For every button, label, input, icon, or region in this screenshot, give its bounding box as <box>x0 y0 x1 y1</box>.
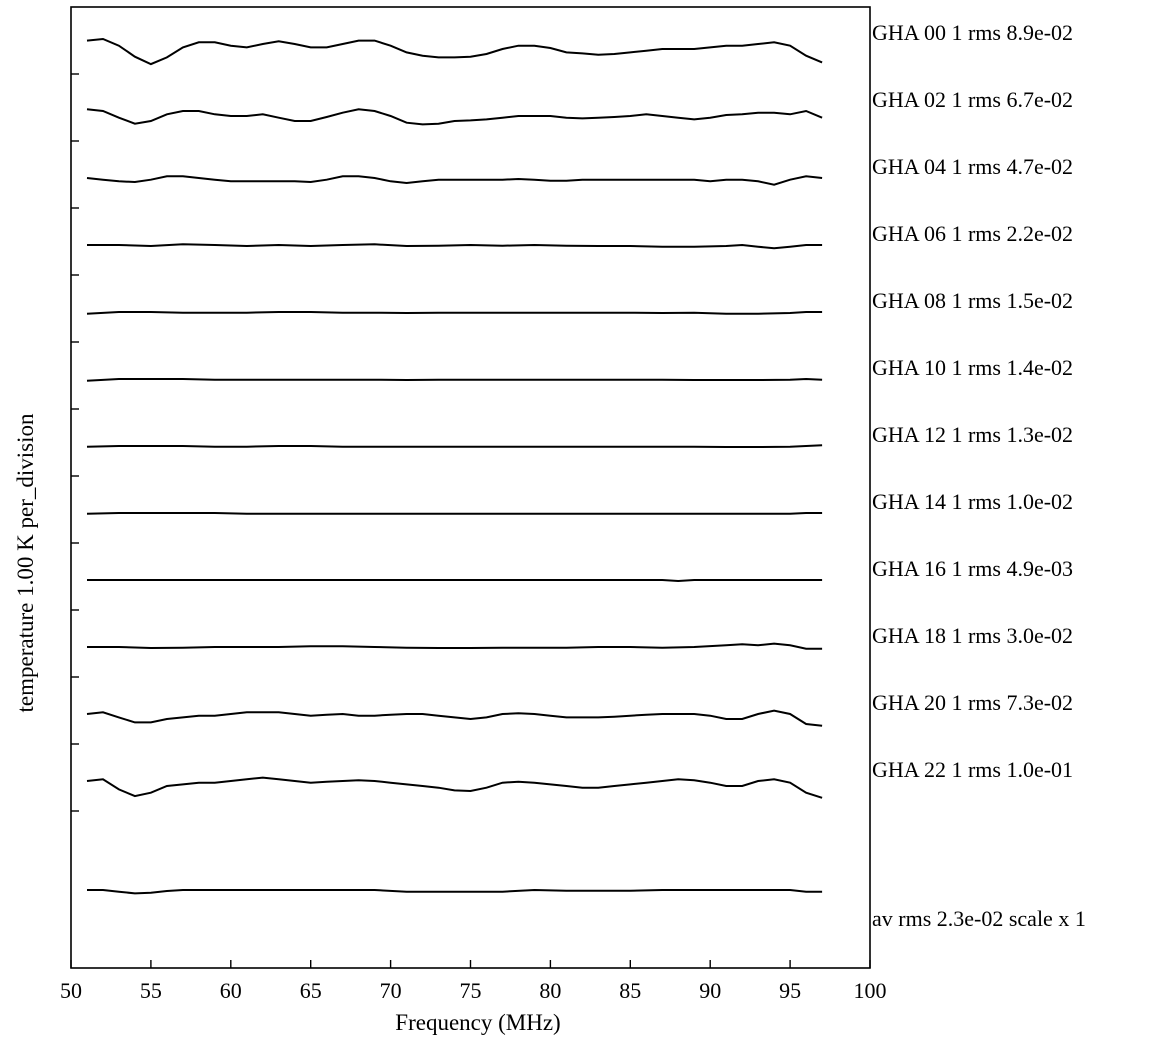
series-label: GHA 22 1 rms 1.0e-01 <box>872 757 1073 782</box>
trace-group <box>86 37 823 895</box>
x-axis-ticks: 50 55 60 65 70 75 80 85 90 95 100 <box>60 960 887 1003</box>
series-label: GHA 08 1 rms 1.5e-02 <box>872 288 1073 313</box>
trace-line <box>86 175 823 186</box>
trace-line <box>86 776 823 799</box>
trace-line <box>86 444 823 448</box>
series-label: GHA 06 1 rms 2.2e-02 <box>872 221 1073 246</box>
trace-line <box>87 579 823 583</box>
series-label: GHA 04 1 rms 4.7e-02 <box>872 154 1073 179</box>
y-axis-title: temperature 1.00 K per_division <box>13 413 38 712</box>
x-tick-label: 95 <box>779 978 801 1003</box>
series-label: GHA 10 1 rms 1.4e-02 <box>872 355 1073 380</box>
x-tick-label: 65 <box>300 978 322 1003</box>
x-tick-label: 100 <box>854 978 887 1003</box>
trace-line <box>86 311 823 315</box>
average-trace-line <box>87 888 823 895</box>
x-tick-label: 55 <box>140 978 162 1003</box>
series-label: GHA 12 1 rms 1.3e-02 <box>872 422 1073 447</box>
trace-line <box>87 243 823 250</box>
trace-line <box>86 709 823 727</box>
x-tick-label: 70 <box>380 978 402 1003</box>
series-label: GHA 14 1 rms 1.0e-02 <box>872 489 1073 514</box>
series-label: GHA 20 1 rms 7.3e-02 <box>872 690 1073 715</box>
average-label: av rms 2.3e-02 scale x 1 <box>872 906 1086 931</box>
x-axis-title: Frequency (MHz) <box>395 1010 560 1035</box>
plot-frame <box>70 6 871 969</box>
trace-line <box>86 512 823 515</box>
trace-line <box>86 37 823 66</box>
x-tick-label: 60 <box>220 978 242 1003</box>
series-label: GHA 02 1 rms 6.7e-02 <box>872 87 1073 112</box>
series-label: GHA 16 1 rms 4.9e-03 <box>872 556 1073 581</box>
series-label: GHA 18 1 rms 3.0e-02 <box>872 623 1073 648</box>
series-label: GHA 00 1 rms 8.9e-02 <box>872 20 1073 45</box>
series-labels: GHA 00 1 rms 8.9e-02 GHA 02 1 rms 6.7e-02… <box>872 20 1086 931</box>
x-tick-label: 80 <box>539 978 561 1003</box>
trace-line <box>87 642 823 650</box>
x-tick-label: 75 <box>460 978 482 1003</box>
x-tick-label: 90 <box>699 978 721 1003</box>
y-axis-ticks <box>71 73 79 812</box>
x-tick-label: 85 <box>619 978 641 1003</box>
x-tick-label: 50 <box>60 978 82 1003</box>
trace-line <box>86 377 823 382</box>
trace-line <box>86 108 823 126</box>
